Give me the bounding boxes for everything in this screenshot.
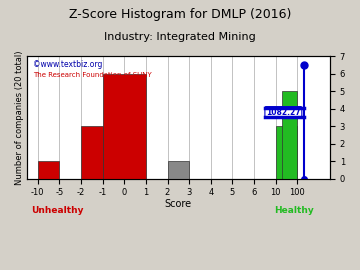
Bar [276,126,297,179]
Text: Industry: Integrated Mining: Industry: Integrated Mining [104,32,256,42]
Bar [282,91,297,179]
Text: ©www.textbiz.org: ©www.textbiz.org [33,60,102,69]
Text: Z-Score Histogram for DMLP (2016): Z-Score Histogram for DMLP (2016) [69,8,291,21]
Bar [37,161,59,179]
Text: Healthy: Healthy [274,205,314,215]
Text: Unhealthy: Unhealthy [31,205,84,215]
Bar [81,126,103,179]
X-axis label: Score: Score [165,199,192,209]
Bar [167,161,189,179]
Bar [103,74,146,179]
Y-axis label: Number of companies (20 total): Number of companies (20 total) [15,50,24,185]
Text: 1082.27: 1082.27 [266,108,301,117]
Text: The Research Foundation of SUNY: The Research Foundation of SUNY [33,72,152,78]
